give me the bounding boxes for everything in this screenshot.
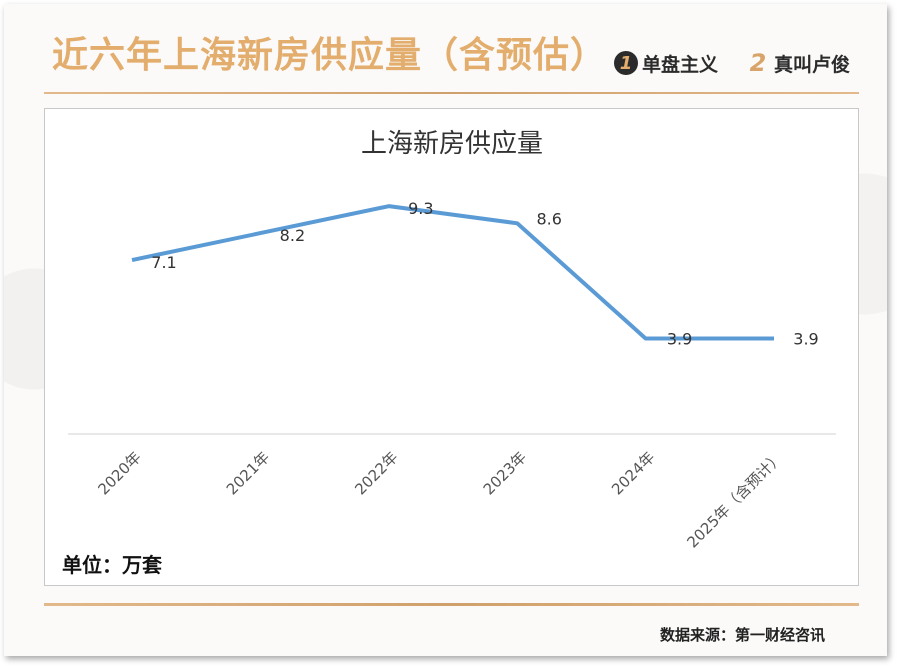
data-label: 8.6	[536, 209, 561, 228]
data-label: 7.1	[151, 253, 176, 272]
x-tick-label: 2021年	[223, 448, 273, 498]
series-line	[131, 204, 774, 341]
data-label: 9.3	[408, 199, 433, 218]
data-label: 3.9	[667, 329, 692, 348]
brand-logo-2: 2 真叫卢俊	[746, 48, 850, 78]
brand-2-name: 真叫卢俊	[774, 53, 851, 76]
x-tick-label: 2024年	[608, 448, 658, 498]
data-label: 3.9	[793, 329, 818, 348]
top-divider	[44, 92, 859, 94]
brand-1-name: 单盘主义	[642, 53, 719, 76]
bottom-divider	[44, 603, 859, 606]
x-tick-label: 2022年	[351, 448, 401, 498]
x-tick-label: 2023年	[480, 448, 530, 498]
unit-label: 单位：万套	[62, 553, 162, 577]
x-tick-labels: 2020年 2021年 2022年 2023年 2024年 2025年（含预计）	[94, 448, 786, 551]
brand-2-badge: 2	[749, 49, 767, 77]
brand-logo-1: 1 单盘主义	[614, 48, 718, 78]
x-tick-label: 2025年（含预计）	[683, 448, 786, 551]
source-note: 数据来源：第一财经咨讯	[660, 626, 826, 644]
data-label: 8.2	[280, 226, 305, 245]
brand-1-badge: 1	[614, 51, 638, 75]
series-group	[131, 204, 775, 341]
data-labels: 7.1 8.2 9.3 8.6 3.9 3.9	[151, 199, 818, 348]
page-title: 近六年上海新房供应量（含预估）	[52, 35, 608, 76]
x-tick-label: 2020年	[94, 448, 144, 498]
chart-panel	[44, 108, 859, 586]
chart-title: 上海新房供应量	[361, 129, 543, 159]
